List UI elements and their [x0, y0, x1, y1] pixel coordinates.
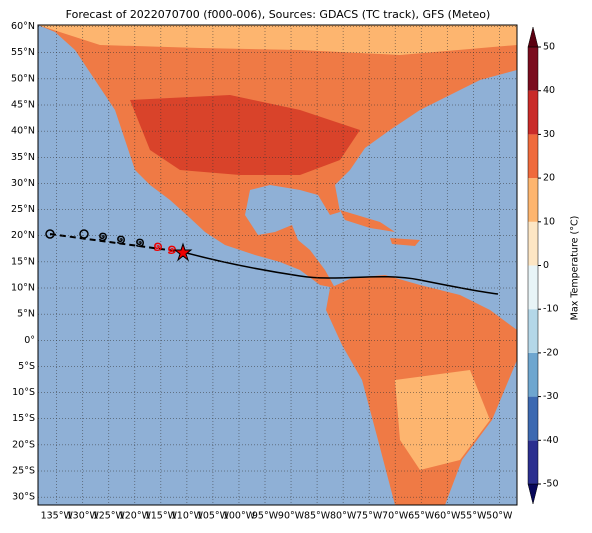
colorbar-tick-label: -40 — [543, 435, 559, 446]
colorbar-tick-label: -20 — [543, 347, 559, 358]
lon-label: 100°W — [223, 511, 256, 522]
storm-symbol: ๑ — [152, 235, 163, 256]
map-frame — [37, 24, 518, 506]
lon-label: 55°W — [460, 511, 487, 522]
colorbar-tick-label: 40 — [543, 85, 555, 96]
colorbar-tick-label: -10 — [543, 304, 559, 315]
lat-label: 15°N — [11, 256, 35, 267]
lat-label: 35°N — [11, 152, 35, 163]
lon-label: 125°W — [93, 511, 126, 522]
map: ๑ ๑ ๑ ๑ ๑ — [38, 25, 517, 505]
cool-area — [38, 25, 517, 55]
lon-label: 80°W — [330, 511, 357, 522]
caribbean — [340, 210, 420, 246]
lon-label: 95°W — [252, 511, 279, 522]
graticule — [38, 25, 517, 505]
lat-label: 30°N — [11, 178, 35, 189]
lon-label: 115°W — [145, 511, 178, 522]
lat-label: 25°S — [12, 466, 35, 477]
lat-label: 45°N — [11, 100, 35, 111]
colorbar-segment — [528, 221, 538, 266]
lat-label: 60°N — [11, 21, 35, 32]
lon-label: 65°W — [408, 511, 435, 522]
colorbar: 50 40 30 20 10 0 -10 -20 -30 -40 -50 — [527, 26, 559, 505]
colorbar-segment — [528, 440, 538, 484]
lat-label: 10°N — [11, 283, 35, 294]
colorbar-segment — [528, 352, 538, 397]
lon-label: 105°W — [197, 511, 230, 522]
lat-label: 40°N — [11, 126, 35, 137]
storm-position — [173, 242, 193, 262]
colorbar-tick-label: 30 — [543, 129, 555, 140]
lon-label: 130°W — [67, 511, 100, 522]
storm-symbol: ๑ — [134, 231, 145, 252]
colorbar-tick-label: -30 — [543, 391, 559, 402]
track-line — [182, 251, 499, 295]
lat-label: 25°N — [11, 204, 35, 215]
lon-label: 75°W — [356, 511, 383, 522]
lat-label: 5°S — [18, 361, 35, 372]
storm-symbol: ๑ — [97, 225, 108, 246]
colorbar-segment — [528, 178, 538, 222]
forecast-track — [49, 233, 184, 253]
lat-label: 55°N — [11, 47, 35, 58]
lon-label: 120°W — [119, 511, 152, 522]
colorbar-segment — [528, 265, 538, 310]
colorbar-segment — [528, 134, 538, 179]
lat-label: 50°N — [11, 73, 35, 84]
track-point — [45, 229, 55, 239]
track-point — [79, 229, 89, 239]
colorbar-segment — [528, 396, 538, 441]
lat-label: 30°S — [12, 492, 35, 503]
colorbar-segment — [528, 309, 538, 353]
storm-symbol: ๑ — [166, 238, 177, 259]
colorbar-tick-label: -50 — [543, 479, 559, 490]
colorbar-segment — [528, 90, 538, 135]
colorbar-extend — [527, 26, 539, 48]
colorbar-segment — [528, 47, 538, 91]
colorbar-tick-label: 0 — [543, 260, 549, 271]
colorbar-tick-label: 20 — [543, 173, 555, 184]
lon-label: 110°W — [171, 511, 204, 522]
title: Forecast of 2022070700 (f000-006), Sourc… — [66, 8, 491, 21]
lat-label: 5°N — [17, 309, 35, 320]
lon-label: 50°W — [486, 511, 513, 522]
lon-label: 90°W — [278, 511, 305, 522]
south-cool — [395, 370, 490, 470]
colorbar-label: Max Temperature (°C) — [570, 216, 581, 321]
lat-label: 10°S — [12, 387, 35, 398]
storm-symbol: ๑ — [115, 228, 126, 249]
lon-label: 70°W — [382, 511, 409, 522]
lat-label: 15°S — [12, 413, 35, 424]
colorbar-tick-label: 10 — [543, 216, 555, 227]
lat-label: 20°S — [12, 439, 35, 450]
colorbar-extend — [527, 483, 539, 505]
lon-label: 60°W — [434, 511, 461, 522]
lon-label: 85°W — [304, 511, 331, 522]
colorbar-tick-label: 50 — [543, 42, 555, 53]
lon-label: 135°W — [41, 511, 74, 522]
lat-label: 0° — [24, 335, 35, 346]
hot-area — [130, 95, 360, 175]
lat-label: 20°N — [11, 230, 35, 241]
